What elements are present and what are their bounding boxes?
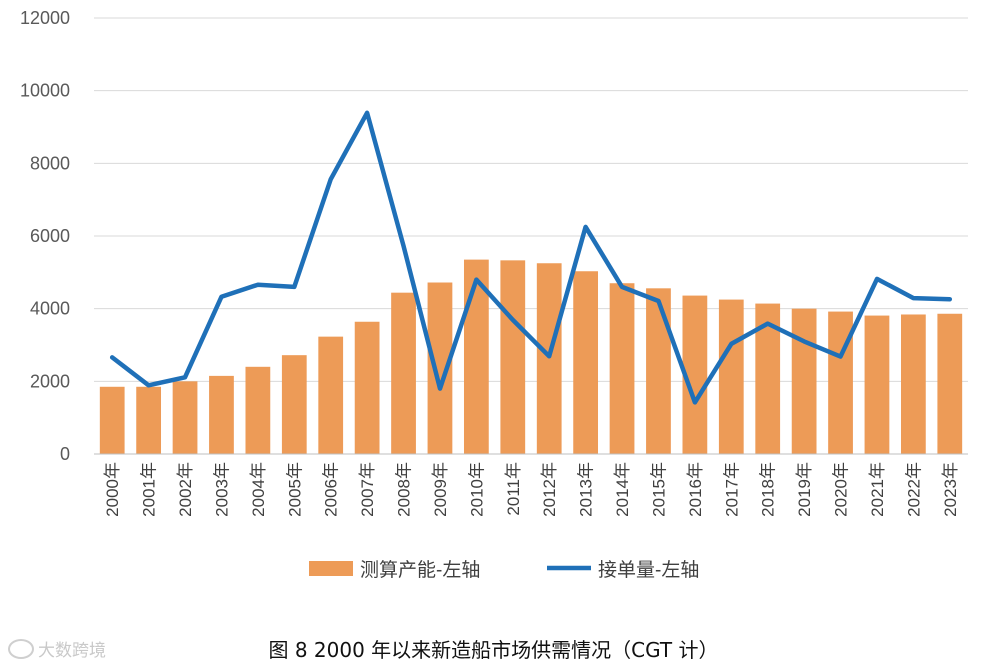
x-tick-label: 2003年 xyxy=(212,462,231,517)
x-tick-label: 2016年 xyxy=(686,462,705,517)
y-tick-label: 10000 xyxy=(20,81,70,101)
x-tick-label: 2007年 xyxy=(358,462,377,517)
x-tick-label: 2011年 xyxy=(504,462,523,516)
x-tick-label: 2008年 xyxy=(395,462,414,517)
x-tick-label: 2021年 xyxy=(868,462,887,517)
y-tick-label: 12000 xyxy=(20,8,70,28)
bar-2008年 xyxy=(391,292,416,454)
x-axis-ticks: 2000年 2001年 2002年 2003年 2004年 2005年 2006年 2007年… xyxy=(103,462,960,517)
legend-label-capacity: 测算产能-左轴 xyxy=(360,559,480,581)
bar-2002年 xyxy=(172,381,198,454)
x-tick-label: 2020年 xyxy=(832,462,851,517)
x-tick-label: 2001年 xyxy=(140,462,159,517)
x-tick-label: 2004年 xyxy=(249,462,268,517)
bar-2017年 xyxy=(718,299,744,454)
x-tick-label: 2000年 xyxy=(103,462,122,517)
x-tick-label: 2010年 xyxy=(467,462,486,517)
watermark: 大数跨境 xyxy=(8,636,106,661)
bar-2022年 xyxy=(900,314,926,454)
x-tick-label: 2023年 xyxy=(941,462,960,517)
line-series-orders xyxy=(109,110,953,405)
bar-2005年 xyxy=(281,355,307,454)
y-tick-label: 8000 xyxy=(30,153,70,173)
bar-2004年 xyxy=(245,366,271,454)
x-tick-label: 2009年 xyxy=(431,462,450,517)
legend-label-orders: 接单量-左轴 xyxy=(598,559,699,581)
x-tick-label: 2012年 xyxy=(540,462,559,517)
bar-2013年 xyxy=(573,271,599,454)
y-tick-label: 0 xyxy=(60,444,70,464)
bar-2007年 xyxy=(354,321,380,454)
bar-2011年 xyxy=(500,260,526,454)
bar-2015年 xyxy=(646,288,671,454)
watermark-logo-icon xyxy=(8,638,34,659)
bar-2006年 xyxy=(318,336,344,454)
x-tick-label: 2017年 xyxy=(722,462,741,517)
y-tick-label: 4000 xyxy=(30,299,70,319)
y-axis-ticks: 0 2000 4000 6000 8000 10000 12000 xyxy=(20,8,70,464)
y-tick-label: 6000 xyxy=(30,226,70,246)
bar-2021年 xyxy=(864,315,890,454)
x-tick-label: 2006年 xyxy=(322,462,341,517)
gridlines xyxy=(94,17,968,382)
bar-series-capacity xyxy=(99,259,963,454)
bar-2019年 xyxy=(791,308,817,454)
y-tick-label: 2000 xyxy=(30,371,70,391)
x-tick-label: 2005年 xyxy=(285,462,304,517)
bar-2001年 xyxy=(136,386,162,454)
x-tick-label: 2013年 xyxy=(577,462,596,517)
bar-2000年 xyxy=(99,386,125,454)
x-tick-label: 2019年 xyxy=(795,462,814,517)
x-tick-label: 2002年 xyxy=(176,462,195,517)
legend: 测算产能-左轴 接单量-左轴 xyxy=(309,559,699,581)
bar-2003年 xyxy=(209,375,234,454)
x-tick-label: 2018年 xyxy=(759,462,778,517)
bar-2012年 xyxy=(536,263,562,454)
watermark-text: 大数跨境 xyxy=(38,641,106,661)
x-tick-label: 2022年 xyxy=(904,462,923,517)
legend-swatch-capacity xyxy=(309,561,353,576)
bar-2014年 xyxy=(609,283,635,454)
x-tick-label: 2014年 xyxy=(613,462,632,517)
x-tick-label: 2015年 xyxy=(649,462,668,517)
figure-caption: 图 8 2000 年以来新造船市场供需情况（CGT 计） xyxy=(268,638,719,662)
bar-2023年 xyxy=(937,313,963,454)
